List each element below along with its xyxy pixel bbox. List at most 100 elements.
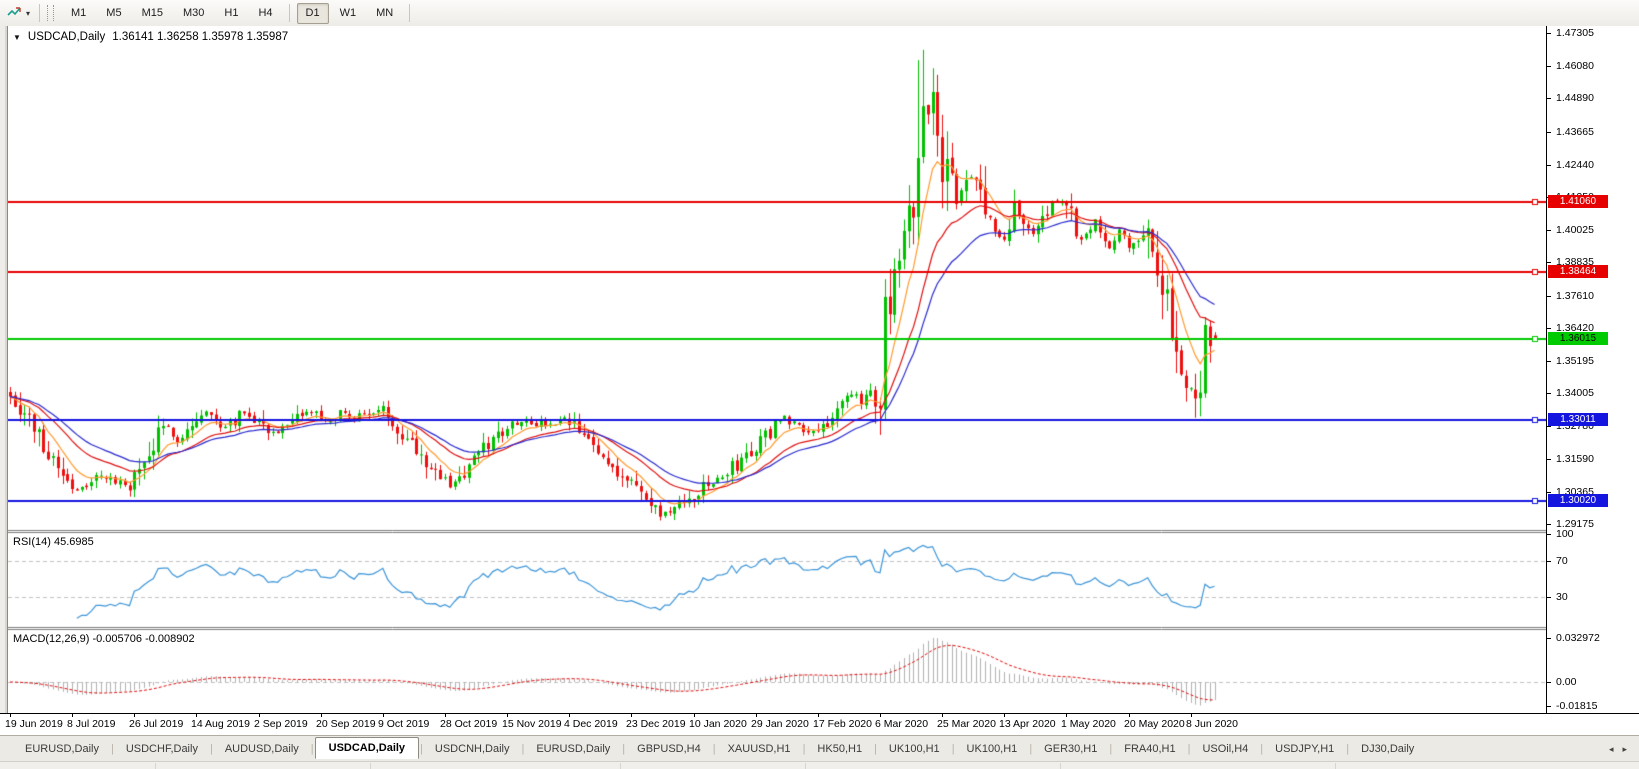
axis-tick-mark (1547, 230, 1551, 231)
indicator-arrows-icon[interactable] (6, 5, 24, 21)
chart-tab-eurusd-daily-0[interactable]: EURUSD,Daily (25, 743, 99, 755)
toolbar-drag-grip[interactable] (47, 5, 55, 21)
chart-tab-usdjpy-h1-14[interactable]: USDJPY,H1 (1275, 743, 1335, 755)
chart-window: ▼ USDCAD,Daily 1.36141 1.36258 1.35978 1… (0, 26, 1639, 736)
tab-scroll-arrows: ◂ ▸ (1609, 744, 1639, 755)
status-bar-separator (1335, 763, 1336, 769)
chart-tab-uk100-h1-9[interactable]: UK100,H1 (888, 743, 940, 755)
toolbar-separator (39, 4, 41, 22)
tab-separator: | (1029, 743, 1033, 755)
axis-tick-mark (1547, 706, 1551, 707)
date-axis-label: 1 May 2020 (1061, 718, 1116, 730)
date-axis-label: 9 Oct 2019 (378, 718, 430, 730)
tab-separator: | (521, 743, 525, 755)
date-axis-label: 17 Feb 2020 (813, 718, 872, 730)
date-axis-tick-mark (134, 714, 135, 717)
price-axis-tick-label: 1.35195 (1556, 355, 1594, 367)
chart-tab-eurusd-daily-5[interactable]: EURUSD,Daily (536, 743, 611, 755)
axis-tick-mark (1547, 682, 1551, 683)
collapse-triangle-icon[interactable]: ▼ (13, 32, 21, 42)
rsi-axis-tick-label: 100 (1556, 528, 1574, 540)
date-axis-label: 13 Apr 2020 (999, 718, 1056, 730)
toolbar-separator (409, 4, 411, 22)
price-axis-tick-label: 1.42440 (1556, 159, 1594, 171)
timeframe-button-group: M1 M5 M15 M30 H1 H4 D1 W1 MN (61, 0, 416, 26)
timeframe-button-m5[interactable]: M5 (106, 7, 122, 19)
price-axis-tick-label: 1.34005 (1556, 387, 1594, 399)
date-axis-tick-mark (942, 714, 943, 717)
date-axis-label: 15 Nov 2019 (502, 718, 562, 730)
timeframe-toolbar: ▾ M1 M5 M15 M30 H1 H4 D1 W1 MN (0, 0, 1639, 27)
level-price-label: 1.36015 (1548, 332, 1608, 345)
axis-tick-mark (1547, 393, 1551, 394)
chart-tab-usoil-h4-13[interactable]: USOil,H4 (1202, 743, 1249, 755)
chart-tab-gbpusd-h4-6[interactable]: GBPUSD,H4 (637, 743, 701, 755)
chart-tab-usdcad-daily-3[interactable]: USDCAD,Daily (314, 737, 420, 759)
axis-tick-mark (1547, 262, 1551, 263)
chart-tab-usdchf-daily-1[interactable]: USDCHF,Daily (125, 743, 198, 755)
axis-tick-mark (1547, 361, 1551, 362)
axis-tick-mark (1547, 33, 1551, 34)
timeframe-button-m30[interactable]: M30 (182, 7, 205, 19)
tab-separator: | (420, 743, 423, 755)
level-price-label: 1.38464 (1548, 265, 1608, 278)
date-axis-label: 20 Sep 2019 (316, 718, 376, 730)
chart-tab-fra40-h1-12[interactable]: FRA40,H1 (1124, 743, 1176, 755)
macd-axis-tick-label: 0.032972 (1556, 632, 1600, 644)
date-axis[interactable]: 19 Jun 2019 8 Jul 2019 26 Jul 2019 14 Aug 2… (0, 713, 1639, 736)
chart-tab-audusd-daily-2[interactable]: AUDUSD,Daily (224, 743, 299, 755)
axis-tick-mark (1547, 597, 1551, 598)
timeframe-button-m15[interactable]: M15 (141, 7, 163, 19)
timeframe-button-h4[interactable]: H4 (258, 7, 273, 19)
date-axis-tick-mark (1129, 714, 1130, 717)
date-axis-label: 4 Dec 2019 (564, 718, 618, 730)
timeframe-button-h1[interactable]: H1 (224, 7, 239, 19)
date-axis-tick-mark (1066, 714, 1067, 717)
chart-tab-xauusd-h1-7[interactable]: XAUUSD,H1 (727, 743, 791, 755)
tab-separator: | (1346, 743, 1350, 755)
timeframe-button-m1[interactable]: M1 (71, 7, 87, 19)
date-axis-label: 29 Jan 2020 (751, 718, 809, 730)
date-axis-tick-mark (631, 714, 632, 717)
status-bar-separator (620, 763, 621, 769)
tab-separator: | (802, 743, 806, 755)
chart-tab-bar: EURUSD,Daily | USDCHF,Daily | AUDUSD,Daily | U… (0, 735, 1639, 762)
date-axis-label: 25 Mar 2020 (937, 718, 996, 730)
price-chart-canvas[interactable] (8, 26, 1546, 713)
date-axis-label: 19 Jun 2019 (5, 718, 63, 730)
chart-tab-ger30-h1-11[interactable]: GER30,H1 (1044, 743, 1098, 755)
chart-tab-dj30-daily-15[interactable]: DJ30,Daily (1361, 743, 1415, 755)
level-price-label: 1.41060 (1548, 195, 1608, 208)
chart-tabs: EURUSD,Daily | USDCHF,Daily | AUDUSD,Daily | U… (0, 736, 1425, 762)
rsi-axis-tick-label: 30 (1556, 591, 1568, 603)
timeframe-button-d1[interactable]: D1 (296, 2, 329, 24)
date-axis-tick-mark (569, 714, 570, 717)
toolbar-dropdown-caret-icon[interactable]: ▾ (26, 8, 31, 18)
price-axis-tick-label: 1.43665 (1556, 126, 1594, 138)
date-axis-label: 26 Jul 2019 (129, 718, 184, 730)
axis-tick-mark (1547, 328, 1551, 329)
axis-tick-mark (1547, 98, 1551, 99)
chart-tab-uk100-h1-10[interactable]: UK100,H1 (966, 743, 1018, 755)
date-axis-tick-mark (383, 714, 384, 717)
axis-tick-mark (1547, 66, 1551, 67)
macd-indicator-label: MACD(12,26,9) -0.005706 -0.008902 (13, 633, 195, 645)
chart-ohlc-values: 1.36141 1.36258 1.35978 1.35987 (112, 31, 289, 43)
date-axis-tick-mark (694, 714, 695, 717)
date-axis-tick-mark (445, 714, 446, 717)
price-axis-tick-label: 1.47305 (1556, 27, 1594, 39)
rsi-axis-tick-label: 70 (1556, 555, 1568, 567)
chart-tab-usdcnh-daily-4[interactable]: USDCNH,Daily (434, 743, 510, 755)
price-axis[interactable]: 1.473051.460801.448901.436651.424401.412… (1546, 26, 1639, 713)
tabs-scroll-left-icon[interactable]: ◂ (1608, 743, 1614, 754)
date-axis-label: 8 Jul 2019 (67, 718, 116, 730)
tabs-scroll-right-icon[interactable]: ▸ (1622, 743, 1627, 754)
date-axis-label: 23 Dec 2019 (626, 718, 686, 730)
date-axis-label: 28 Oct 2019 (440, 718, 498, 730)
chart-tab-hk50-h1-8[interactable]: HK50,H1 (817, 743, 863, 755)
timeframe-button-mn[interactable]: MN (376, 7, 394, 19)
date-axis-label: 10 Jan 2020 (689, 718, 747, 730)
timeframe-button-w1[interactable]: W1 (339, 7, 357, 19)
chart-left-border (0, 26, 8, 713)
